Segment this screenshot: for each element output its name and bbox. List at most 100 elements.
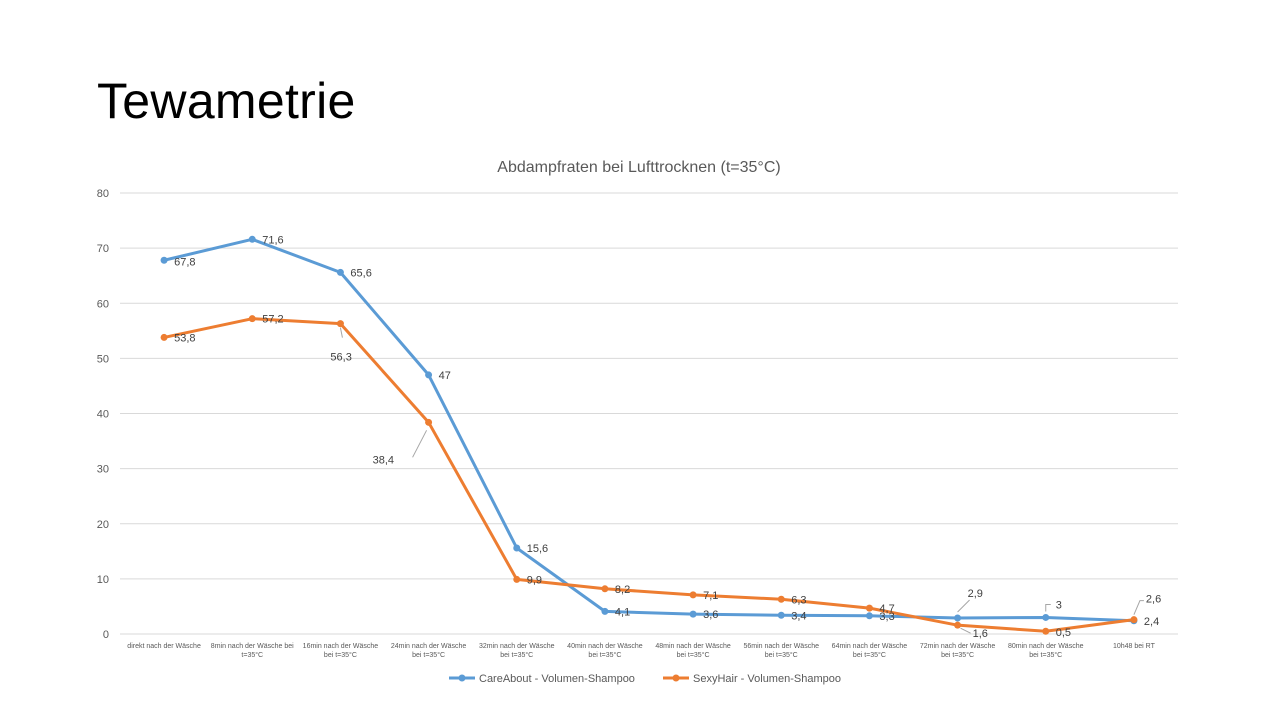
x-tick-line: bei t=35°C (941, 651, 974, 659)
data-point (601, 585, 609, 593)
x-tick-label: 32min nach der Wäsche bei t=35°C (479, 643, 555, 659)
data-label: 47 (439, 370, 451, 382)
label-leader-line (339, 327, 343, 338)
data-point (1042, 627, 1050, 635)
x-tick-label: 40min nach der Wäsche bei t=35°C (567, 643, 643, 659)
y-tick-label: 50 (97, 353, 109, 365)
label-leader-line (1133, 600, 1144, 615)
x-tick-line: 80min nach der Wäsche (1008, 643, 1084, 650)
legend-marker (672, 674, 680, 682)
x-tick-line: bei t=35°C (677, 651, 710, 659)
x-tick-line: bei t=35°C (853, 651, 886, 659)
label-leader-line (412, 430, 428, 458)
data-point (336, 320, 344, 328)
x-tick-line: 32min nach der Wäsche (479, 643, 555, 650)
data-labels: 67,8 71,6 65,6 47 15,6 4,1 3,6 3,4 3,3 2,9 3 2,4 53,… (174, 234, 1161, 640)
x-tick-label: 72min nach der Wäsche bei t=35°C (920, 643, 996, 659)
x-tick-label: 48min nach der Wäsche bei t=35°C (655, 643, 731, 659)
x-tick-line: direkt nach der Wäsche (127, 643, 201, 650)
x-tick-line: 56min nach der Wäsche (744, 643, 820, 650)
x-tick-label: direkt nach der Wäsche (127, 643, 201, 650)
data-label: 65,6 (350, 267, 371, 279)
data-point (160, 333, 168, 341)
data-label: 71,6 (262, 234, 283, 246)
data-label: 15,6 (527, 543, 548, 555)
x-tick-line: 16min nach der Wäsche (303, 643, 379, 650)
data-label: 2,9 (968, 588, 983, 600)
data-point (336, 268, 344, 276)
data-point (689, 610, 697, 618)
data-label: 4,7 (879, 603, 894, 615)
data-point (954, 621, 962, 629)
x-tick-label: 56min nach der Wäsche bei t=35°C (744, 643, 820, 659)
data-label: 7,1 (703, 590, 718, 602)
y-tick-label: 80 (97, 188, 109, 200)
label-leader-line (1045, 603, 1051, 612)
label-leader-line (957, 599, 970, 613)
x-tick-label: 80min nach der Wäsche bei t=35°C (1008, 643, 1084, 659)
y-tick-label: 40 (97, 409, 109, 421)
x-tick-line: t=35°C (241, 651, 263, 659)
x-tick-line: 10h48 bei RT (1113, 643, 1156, 650)
data-label: 2,6 (1146, 594, 1161, 606)
data-label: 38,4 (373, 454, 394, 466)
x-tick-label: 64min nach der Wäsche bei t=35°C (832, 643, 908, 659)
data-label: 3 (1056, 599, 1062, 611)
data-label: 56,3 (330, 352, 351, 364)
y-tick-label: 60 (97, 298, 109, 310)
data-label: 3,3 (879, 611, 894, 623)
data-point (513, 575, 521, 583)
data-point (689, 591, 697, 599)
x-axis: direkt nach der Wäsche 8min nach der Wäsc… (127, 643, 1155, 659)
chart-title: Abdampfraten bei Lufttrocknen (t=35°C) (497, 159, 780, 176)
data-label: 1,6 (973, 628, 988, 640)
series-line-0 (163, 237, 1134, 623)
y-tick-label: 70 (97, 243, 109, 255)
data-point (513, 544, 521, 552)
data-label: 3,4 (791, 610, 806, 622)
legend-label: CareAbout - Volumen-Shampoo (479, 673, 635, 685)
series-group (160, 235, 1138, 635)
data-point (865, 612, 873, 620)
grid-lines (120, 192, 1178, 635)
x-tick-line: bei t=35°C (765, 651, 798, 659)
y-axis: 0 10 20 30 40 50 60 70 80 (97, 188, 109, 641)
data-point (248, 315, 256, 323)
x-tick-label: 16min nach der Wäsche bei t=35°C (303, 643, 379, 659)
slide-title: Tewametrie (97, 73, 356, 129)
y-tick-label: 10 (97, 574, 109, 586)
series-line-1 (163, 317, 1135, 633)
x-tick-line: bei t=35°C (412, 651, 445, 659)
data-label: 8,2 (615, 584, 630, 596)
data-label: 4,1 (615, 606, 630, 618)
x-tick-label: 24min nach der Wäsche bei t=35°C (391, 643, 467, 659)
data-point (954, 614, 962, 622)
x-tick-line: bei t=35°C (1029, 651, 1062, 659)
data-point (425, 418, 433, 426)
data-point (160, 256, 168, 264)
data-label: 2,4 (1144, 616, 1159, 628)
x-tick-line: bei t=35°C (324, 651, 357, 659)
data-label: 53,8 (174, 332, 195, 344)
data-point (425, 371, 433, 379)
x-tick-line: 40min nach der Wäsche (567, 643, 643, 650)
data-label: 3,6 (703, 609, 718, 621)
legend-marker (458, 674, 466, 682)
x-tick-line: bei t=35°C (588, 651, 621, 659)
x-tick-line: 64min nach der Wäsche (832, 643, 908, 650)
data-point (1130, 616, 1138, 624)
data-point (777, 611, 785, 619)
data-point (777, 595, 785, 603)
x-tick-line: 72min nach der Wäsche (920, 643, 996, 650)
data-point (601, 607, 609, 615)
data-label: 67,8 (174, 256, 195, 268)
legend: CareAbout - Volumen-Shampoo SexyHair - Vo… (449, 673, 841, 685)
x-tick-label: 8min nach der Wäsche bei t=35°C (211, 643, 294, 659)
data-point (865, 604, 873, 612)
y-tick-label: 30 (97, 464, 109, 476)
data-label: 0,5 (1056, 627, 1071, 639)
x-tick-line: 48min nach der Wäsche (655, 643, 731, 650)
x-tick-line: bei t=35°C (500, 651, 533, 659)
x-tick-label: 10h48 bei RT (1113, 643, 1156, 650)
